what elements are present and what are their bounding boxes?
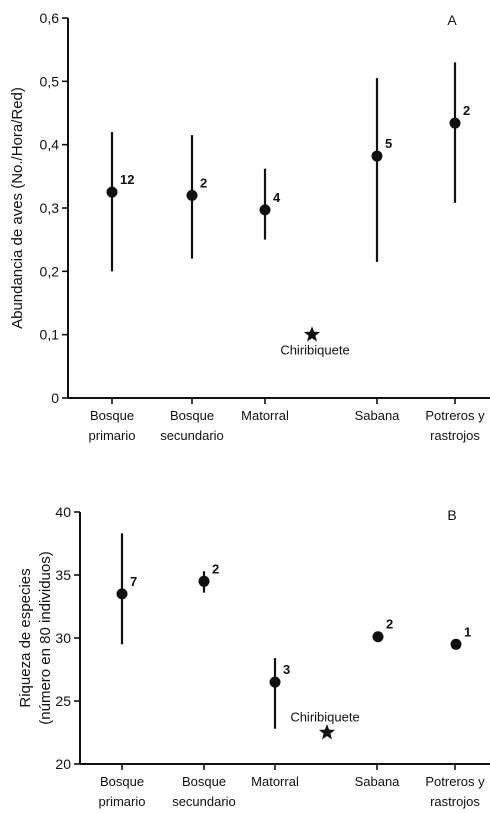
- y-tick-label: 20: [55, 756, 71, 772]
- data-point: [372, 631, 384, 643]
- x-category-label-line2: primario: [89, 428, 136, 443]
- x-category-label: Matorral: [241, 408, 289, 423]
- y-axis-label: Abundancia de aves (No./Hora/Red): [9, 87, 26, 329]
- x-category-label: Potreros y: [425, 774, 485, 789]
- sample-size-label: 2: [463, 103, 470, 118]
- x-category-label-line2: rastrojos: [430, 428, 480, 443]
- y-tick-label: 0,5: [40, 73, 60, 89]
- x-category-label: Sabana: [355, 408, 401, 423]
- reference-label: Chiribiquete: [290, 710, 359, 725]
- x-category-label: Bosque: [90, 408, 134, 423]
- y-tick-label: 0,6: [40, 10, 60, 26]
- data-point: [450, 638, 462, 650]
- reference-label: Chiribiquete: [280, 343, 349, 358]
- data-point: [186, 189, 198, 201]
- y-tick-label: 0,3: [40, 200, 60, 216]
- sample-size-label: 7: [130, 574, 137, 589]
- y-tick-label: 25: [55, 693, 71, 709]
- panel-label: A: [447, 12, 457, 28]
- sample-size-label: 4: [273, 190, 281, 205]
- x-category-label: Bosque: [182, 774, 226, 789]
- y-tick-label: 35: [55, 567, 71, 583]
- y-axis-label: Riqueza de especies: [17, 568, 34, 707]
- y-tick-label: 0,2: [40, 263, 60, 279]
- x-category-label-line2: primario: [99, 794, 146, 809]
- x-category-label: Bosque: [100, 774, 144, 789]
- x-category-label-line2: secundario: [160, 428, 224, 443]
- data-point: [371, 150, 383, 162]
- y-axis-label: (número en 80 individuos): [37, 551, 54, 724]
- x-category-label-line2: secundario: [172, 794, 236, 809]
- sample-size-label: 2: [200, 175, 207, 190]
- panel-label: B: [447, 507, 456, 523]
- reference-star-icon: [303, 326, 321, 342]
- data-point: [259, 204, 271, 216]
- sample-size-label: 12: [120, 172, 134, 187]
- x-category-label: Potreros y: [425, 408, 485, 423]
- y-tick-label: 0: [51, 390, 59, 406]
- reference-star-icon: [318, 724, 336, 740]
- sample-size-label: 2: [212, 561, 219, 576]
- y-tick-label: 40: [55, 504, 71, 520]
- sample-size-label: 2: [386, 617, 393, 632]
- data-point: [449, 117, 461, 129]
- x-category-label: Matorral: [251, 774, 299, 789]
- data-point: [106, 186, 118, 198]
- sample-size-label: 5: [385, 136, 392, 151]
- data-point: [269, 676, 281, 688]
- x-category-label: Bosque: [170, 408, 214, 423]
- x-category-label-line2: rastrojos: [430, 794, 480, 809]
- x-category-label: Sabana: [355, 774, 401, 789]
- sample-size-label: 1: [464, 624, 471, 639]
- data-point: [198, 575, 210, 587]
- y-tick-label: 30: [55, 630, 71, 646]
- sample-size-label: 3: [283, 662, 290, 677]
- y-tick-label: 0,4: [40, 137, 60, 153]
- y-tick-label: 0,1: [40, 327, 60, 343]
- data-point: [116, 588, 128, 600]
